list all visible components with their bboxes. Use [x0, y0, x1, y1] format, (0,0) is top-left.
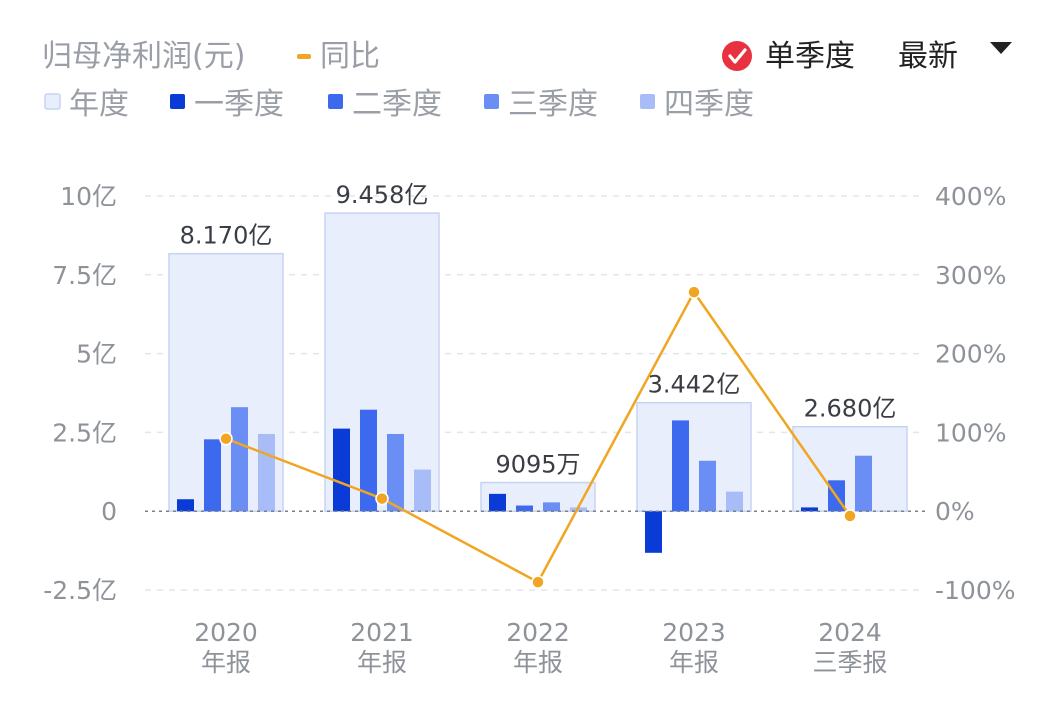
yoy-point	[687, 285, 701, 299]
annual-bar	[792, 425, 908, 512]
dropdown-label[interactable]: 最新	[898, 39, 958, 74]
x-category-label: 三季报	[812, 648, 887, 677]
legend-swatch	[170, 94, 185, 109]
y-left-tick-label: 2.5亿	[52, 418, 117, 447]
quarter-bar	[414, 469, 431, 512]
line-legend-label: 同比	[320, 39, 380, 74]
legend-label: 一季度	[194, 87, 284, 122]
quarter-bar	[855, 455, 872, 512]
y-right-tick-label: 300%	[935, 261, 1006, 290]
annual-value-label: 8.170亿	[180, 222, 273, 250]
y-axis-right: 400% 300% 200% 100% 0% -100%	[935, 182, 1016, 605]
annual-labels: 8.170亿 9.458亿 9095万 3.442亿 2.680亿	[180, 181, 897, 478]
quarter-bar	[699, 460, 716, 512]
quarter-bar	[543, 502, 560, 512]
yoy-point	[219, 431, 233, 446]
quarter-bar	[177, 499, 194, 512]
y-left-tick-label: 0	[101, 497, 117, 526]
single-quarter-toggle[interactable]: 单季度	[722, 39, 855, 74]
quarter-bar	[204, 439, 221, 512]
yoy-line	[219, 285, 857, 589]
quarter-bar	[489, 493, 506, 512]
x-category-label: 2023	[662, 618, 726, 647]
x-category-label: 2022	[506, 618, 570, 647]
x-category-label: 2021	[350, 618, 414, 647]
quarter-bar	[645, 511, 662, 553]
x-category-label: 年报	[357, 648, 407, 677]
annual-value-label: 9.458亿	[336, 181, 429, 209]
legend-label: 三季度	[508, 87, 598, 122]
quarter-bar	[360, 409, 377, 512]
metric-title: 归母净利润(元)	[42, 39, 245, 74]
triangle-down-icon[interactable]	[990, 42, 1012, 54]
legend-swatch	[44, 93, 61, 110]
y-axis-left: 10亿 7.5亿 5亿 2.5亿 0 -2.5亿	[43, 182, 117, 605]
y-right-tick-label: 0%	[935, 497, 975, 526]
quarter-bar	[672, 420, 689, 512]
x-category-label: 年报	[513, 648, 563, 677]
quarter-bar	[516, 505, 533, 512]
legend-label: 年度	[69, 87, 129, 122]
legend-label: 二季度	[352, 87, 442, 122]
annual-value-label: 2.680亿	[804, 395, 897, 423]
y-left-tick-label: 10亿	[60, 182, 117, 211]
annual-value-label: 3.442亿	[648, 371, 741, 399]
quarter-bar	[387, 433, 404, 512]
quarter-bar	[801, 507, 818, 512]
legend-swatch	[484, 94, 499, 109]
quarter-bar	[231, 407, 248, 512]
legend-swatch	[640, 94, 655, 109]
annual-value-label: 9095万	[495, 451, 580, 479]
x-category-label: 2020	[194, 618, 258, 647]
x-category-label: 年报	[201, 648, 251, 677]
x-category-label: 年报	[669, 648, 719, 677]
y-right-tick-label: -100%	[935, 576, 1016, 605]
legend-label: 四季度	[664, 87, 754, 122]
y-right-tick-label: 200%	[935, 340, 1006, 369]
check-circle-icon[interactable]	[722, 41, 752, 71]
yoy-point	[531, 575, 545, 589]
x-category-label: 2024	[818, 618, 882, 647]
annual-bars	[168, 212, 908, 512]
yoy-point	[375, 491, 389, 506]
y-right-tick-label: 400%	[935, 182, 1006, 211]
y-left-tick-label: -2.5亿	[43, 576, 117, 605]
y-right-tick-label: 100%	[935, 418, 1006, 447]
quarter-bar	[333, 428, 350, 512]
quarter-bar	[258, 433, 275, 512]
legend: 年度 一季度 二季度 三季度 四季度	[44, 87, 754, 122]
period-dropdown[interactable]: 最新	[898, 39, 1012, 74]
quarter-bar	[726, 491, 743, 512]
yoy-point	[843, 509, 857, 523]
y-left-tick-label: 7.5亿	[52, 261, 117, 290]
legend-swatch	[328, 94, 343, 109]
line-legend-swatch	[297, 54, 311, 59]
y-left-tick-label: 5亿	[76, 340, 117, 369]
toggle-label[interactable]: 单季度	[765, 39, 855, 74]
yoy-line-path	[225, 290, 852, 584]
quarter-bars	[177, 407, 872, 553]
check-icon	[728, 48, 747, 64]
